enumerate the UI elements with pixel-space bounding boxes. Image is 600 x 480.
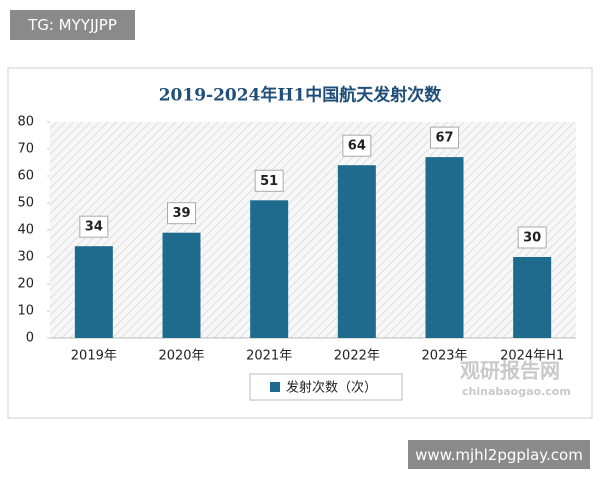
value-label-box <box>167 202 196 225</box>
bar <box>425 157 464 338</box>
bar <box>162 232 201 338</box>
value-label: 39 <box>172 206 190 221</box>
y-tick-label: 80 <box>17 115 34 130</box>
value-label-box <box>254 169 284 192</box>
tag-label: TG: MYYJJPP <box>10 10 135 40</box>
chart-title: 2019-2024年H1中国航天发射次数 <box>159 85 443 106</box>
x-tick-label: 2023年 <box>421 349 467 364</box>
x-tick-label: 2021年 <box>246 349 292 364</box>
x-tick-label: 2020年 <box>158 349 204 364</box>
bar <box>513 257 552 338</box>
y-tick-label: 70 <box>17 142 34 157</box>
bar <box>250 200 289 338</box>
value-label-box <box>517 226 547 249</box>
y-tick-label: 50 <box>17 196 34 211</box>
value-label-box <box>342 134 372 157</box>
chart-panel <box>7 67 593 419</box>
value-label: 64 <box>348 139 366 154</box>
y-tick-label: 30 <box>17 250 34 265</box>
x-tick-label: 2024年H1 <box>500 349 564 364</box>
watermark-name: 观研报告网 <box>460 359 560 383</box>
x-tick-label: 2019年 <box>71 349 117 364</box>
watermark-url: chinabaogao.com <box>462 385 571 398</box>
plot-area <box>50 122 576 338</box>
y-tick-label: 0 <box>26 331 34 346</box>
y-tick-label: 40 <box>17 223 34 238</box>
value-label: 67 <box>435 131 453 146</box>
value-label: 30 <box>523 231 541 246</box>
value-label-box <box>79 215 109 238</box>
legend-box <box>249 373 403 401</box>
x-tick-label: 2022年 <box>334 349 380 364</box>
y-tick-label: 10 <box>17 304 34 319</box>
value-label: 51 <box>260 174 278 189</box>
footer-url: www.mjhl2pgplay.com <box>408 440 590 469</box>
legend-swatch <box>270 382 280 392</box>
value-label: 34 <box>85 220 103 235</box>
value-label-box <box>430 126 459 149</box>
bar <box>74 246 113 338</box>
y-tick-label: 20 <box>17 277 34 292</box>
y-tick-label: 60 <box>17 169 34 184</box>
bar <box>337 165 376 338</box>
legend-label: 发射次数（次） <box>286 380 377 396</box>
